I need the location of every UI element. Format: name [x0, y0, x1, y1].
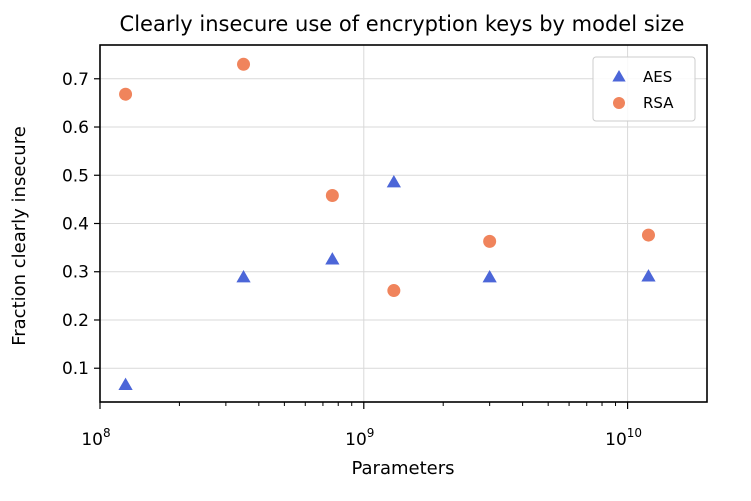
aes-point: [236, 270, 251, 283]
x-tick-label: 1010: [605, 426, 642, 450]
y-axis-label: Fraction clearly insecure: [9, 126, 30, 346]
rsa-point: [119, 87, 133, 101]
chart-title: Clearly insecure use of encryption keys …: [120, 12, 685, 36]
y-tick-label: 0.5: [62, 166, 89, 186]
aes-point: [386, 174, 401, 188]
aes-point: [482, 270, 497, 283]
legend-label: AES: [643, 68, 672, 86]
y-tick-label: 0.1: [62, 359, 89, 379]
legend: AES RSA: [592, 56, 696, 122]
y-tick-label: 0.4: [62, 215, 89, 235]
x-tick-label: 108: [81, 426, 110, 450]
rsa-point: [325, 189, 339, 203]
y-tick-label: 0.6: [62, 118, 89, 138]
x-tick-label: 109: [345, 426, 374, 450]
rsa-point: [641, 228, 655, 242]
legend-label: RSA: [643, 94, 674, 112]
aes-point: [118, 377, 133, 390]
y-axis-ticks: 0.1 0.2 0.3 0.4 0.5 0.6 0.7: [62, 70, 100, 379]
aes-point: [325, 252, 340, 265]
plot-frame: [99, 44, 708, 403]
x-axis-ticks: 108 109 1010: [81, 402, 642, 450]
y-tick-label: 0.2: [62, 311, 89, 331]
rsa-point: [483, 234, 497, 248]
y-tick-label: 0.3: [62, 263, 89, 283]
y-tick-label: 0.7: [62, 70, 89, 90]
rsa-point: [387, 284, 401, 298]
legend-marker-aes: [612, 70, 626, 82]
x-axis-label: Parameters: [351, 458, 454, 479]
rsa-point: [237, 57, 251, 71]
legend-marker-rsa: [613, 97, 625, 109]
aes-point: [641, 269, 656, 282]
data-points: [118, 57, 656, 390]
